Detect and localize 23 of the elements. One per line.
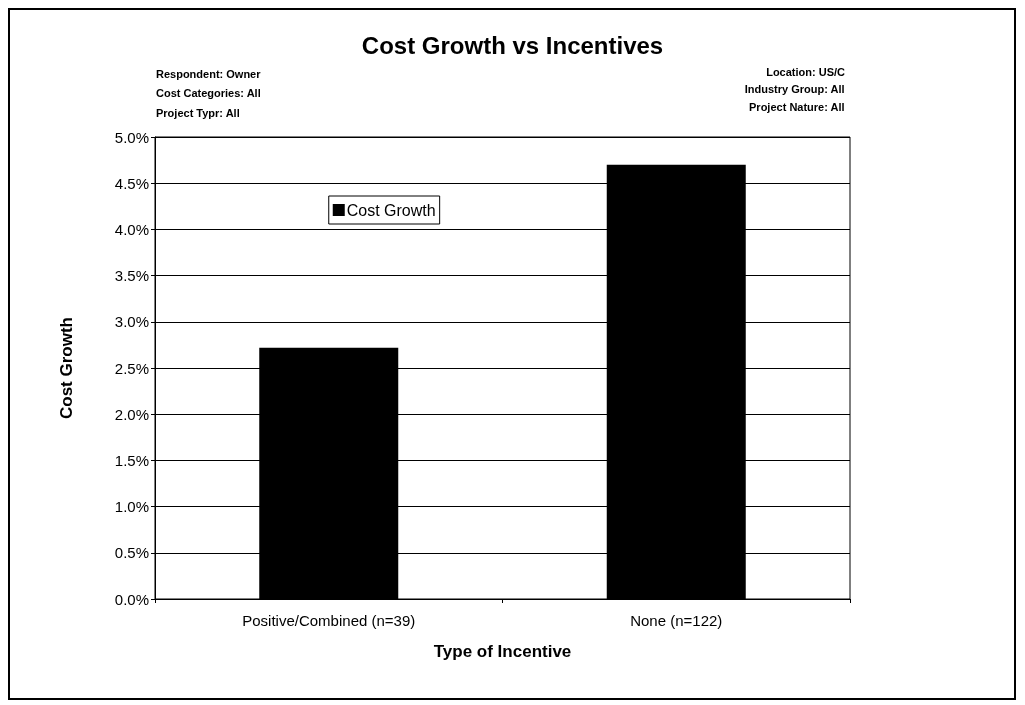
y-tick-label: 0.0% xyxy=(114,590,149,608)
text: Industry Group: All xyxy=(744,83,845,95)
legend-label: Cost Growth xyxy=(346,201,436,219)
y-tick-label: 1.5% xyxy=(114,451,149,469)
y-tick-label: 2.0% xyxy=(114,405,149,423)
text: Project Nature: All xyxy=(749,100,845,113)
x-axis-title: Type of Incentive xyxy=(433,642,572,661)
y-tick-label: 0.5% xyxy=(114,544,149,562)
text: Location: US/C xyxy=(766,65,846,78)
y-tick-label: 4.0% xyxy=(114,220,149,238)
text: Project Typr: All xyxy=(156,106,240,119)
x-tick-label: Positive/Combined (n=39) xyxy=(242,612,416,629)
y-tick-label: 1.0% xyxy=(114,498,149,516)
text: Respondent: Owner xyxy=(156,67,262,80)
y-axis-title: Cost Growth xyxy=(57,317,76,419)
y-tick-label: 3.5% xyxy=(114,267,149,285)
chart-title: Cost Growth vs Incentives xyxy=(361,31,664,59)
y-tick-label: 3.0% xyxy=(114,313,149,331)
x-tick-label: None (n=122) xyxy=(630,612,723,629)
y-tick-label: 2.5% xyxy=(114,359,149,377)
y-tick-label: 4.5% xyxy=(114,174,149,192)
text: Cost Categories: All xyxy=(156,86,261,99)
y-tick-label: 5.0% xyxy=(114,128,149,146)
